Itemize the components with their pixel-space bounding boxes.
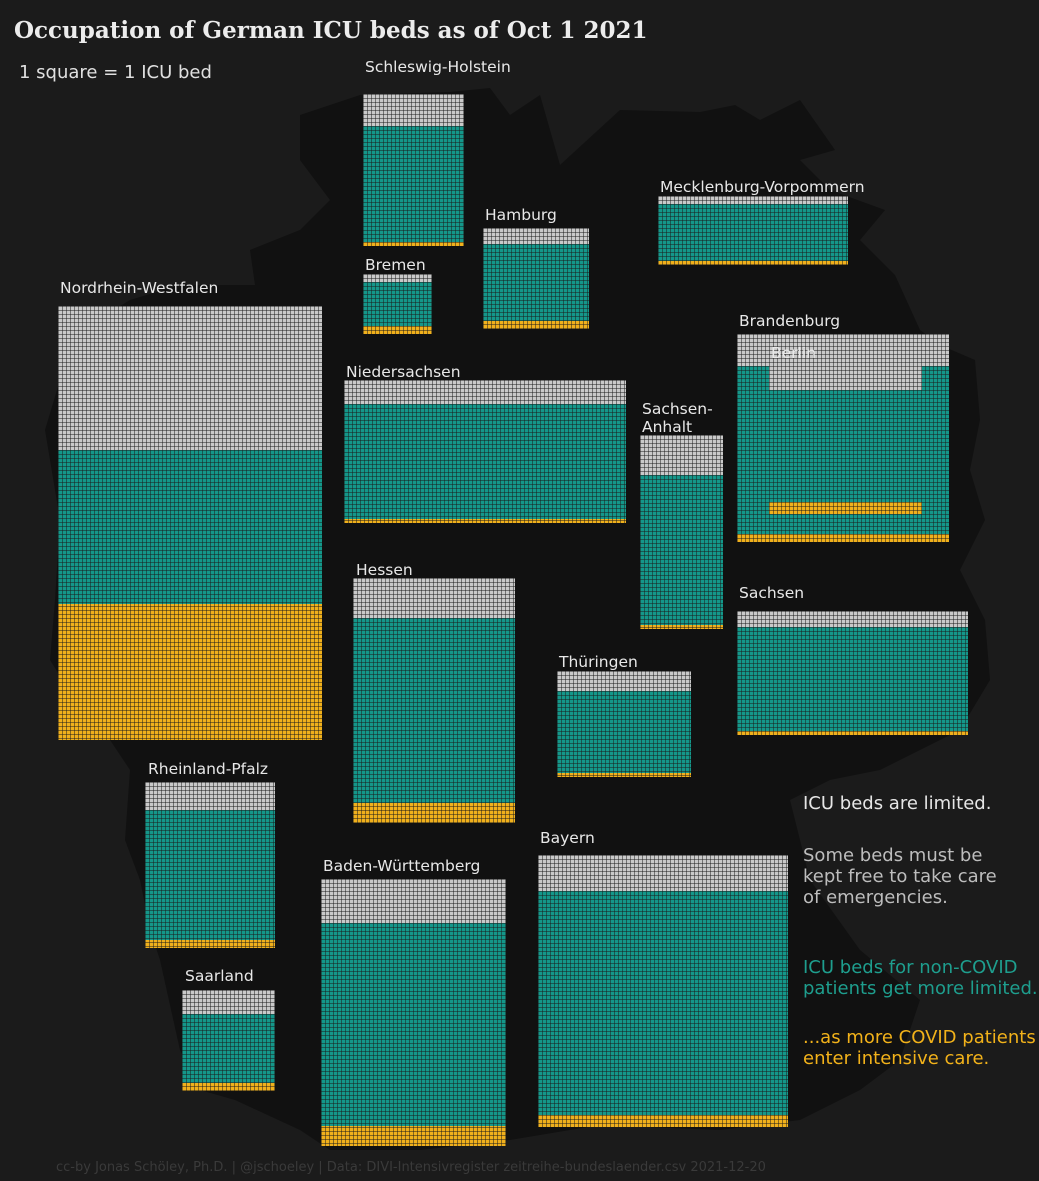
label-hamburg: Hamburg	[485, 206, 557, 224]
waffle-mecklenburg-vorpommern	[658, 196, 848, 265]
waffle-baden-wuerttemberg	[321, 879, 506, 1146]
rheinland-pfalz-cell-grid	[145, 782, 275, 948]
label-bremen: Bremen	[365, 256, 426, 274]
saarland-cell-grid	[182, 990, 275, 1091]
waffle-sachsen-anhalt	[640, 435, 723, 629]
waffle-rheinland-pfalz	[145, 782, 275, 948]
note-noncovid-line1: ICU beds for non-COVID	[803, 957, 1018, 978]
label-schleswig-holstein: Schleswig-Holstein	[365, 58, 511, 76]
label-brandenburg: Brandenburg	[739, 312, 841, 330]
hessen-cell-grid	[353, 578, 515, 823]
waffle-hamburg	[483, 228, 589, 329]
waffle-thueringen	[557, 671, 691, 777]
label-sachsen: Sachsen	[739, 584, 805, 602]
bremen-cell-grid	[363, 274, 432, 334]
schleswig-holstein-cell-grid	[363, 94, 464, 246]
label-hessen: Hessen	[356, 561, 413, 579]
label-saarland: Saarland	[185, 967, 254, 985]
label-sachsen-anhalt-line2: Anhalt	[642, 418, 693, 436]
waffle-sachsen	[737, 611, 968, 735]
label-baden-wuerttemberg: Baden-Württemberg	[323, 857, 481, 875]
note-reserve-line3: of emergencies.	[803, 887, 948, 908]
label-thueringen: Thüringen	[559, 653, 638, 671]
label-niedersachsen: Niedersachsen	[346, 363, 461, 381]
label-bayern: Bayern	[540, 829, 595, 847]
note-covid-line2: enter intensive care.	[803, 1048, 990, 1069]
waffle-nordrhein-westfalen	[58, 306, 322, 740]
label-rheinland-pfalz: Rheinland-Pfalz	[148, 760, 269, 778]
waffle-schleswig-holstein	[363, 94, 464, 246]
chart-title: Occupation of German ICU beds as of Oct …	[14, 17, 648, 44]
baden-wuerttemberg-cell-grid	[321, 879, 506, 1146]
source-caption: cc-by Jonas Schöley, Ph.D. | @jschoeley …	[56, 1160, 766, 1175]
waffle-bremen	[363, 274, 432, 334]
label-nordrhein-westfalen: Nordrhein-Westfalen	[60, 279, 219, 297]
note-reserve-line1: Some beds must be	[803, 845, 983, 866]
mecklenburg-vorpommern-cell-grid	[658, 196, 848, 265]
note-beds-limited: ICU beds are limited.	[803, 793, 992, 814]
chart-subtitle: 1 square = 1 ICU bed	[19, 62, 212, 83]
waffle-hessen	[353, 578, 515, 823]
nordrhein-westfalen-cell-grid	[58, 306, 322, 740]
label-sachsen-anhalt-line1: Sachsen-	[642, 400, 713, 418]
note-reserve-line2: kept free to take care	[803, 866, 997, 887]
note-beds-reserve: Some beds must be kept free to take care…	[803, 845, 997, 908]
waffle-bayern	[538, 855, 788, 1127]
waffle-saarland	[182, 990, 275, 1091]
sachsen-cell-grid	[737, 611, 968, 735]
sachsen-anhalt-cell-grid	[640, 435, 723, 629]
note-noncovid-line2: patients get more limited..	[803, 978, 1039, 999]
berlin-cell-grid	[769, 366, 922, 514]
note-non-covid: ICU beds for non-COVID patients get more…	[803, 957, 1039, 999]
hamburg-cell-grid	[483, 228, 589, 329]
waffle-niedersachsen	[344, 380, 626, 523]
label-mecklenburg-vorpommern: Mecklenburg-Vorpommern	[660, 178, 865, 196]
note-covid-line1: ...as more COVID patients	[803, 1027, 1036, 1048]
note-covid: ...as more COVID patients enter intensiv…	[803, 1027, 1036, 1069]
label-sachsen-anhalt: Sachsen- Anhalt	[642, 400, 713, 436]
waffle-berlin	[769, 366, 922, 514]
niedersachsen-cell-grid	[344, 380, 626, 523]
label-berlin: Berlin	[771, 344, 816, 362]
thueringen-cell-grid	[557, 671, 691, 777]
bayern-cell-grid	[538, 855, 788, 1127]
